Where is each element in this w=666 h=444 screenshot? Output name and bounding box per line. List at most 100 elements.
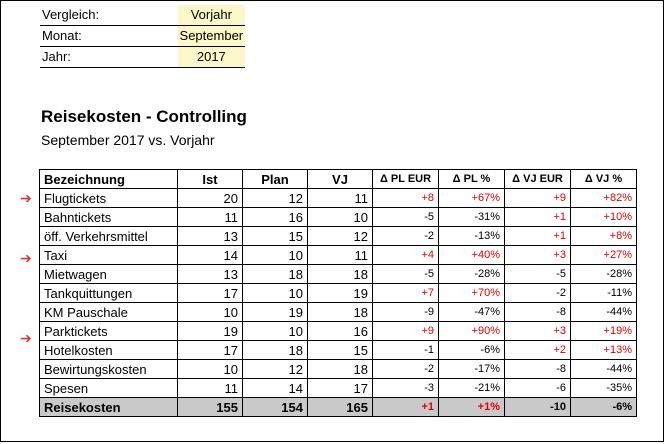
cell-dpl[interactable]: -9 <box>372 302 439 322</box>
cell-plan[interactable]: 12 <box>242 188 308 208</box>
cell-name[interactable]: Tankquittungen <box>39 283 178 303</box>
cell-name[interactable]: Spesen <box>39 378 178 398</box>
cell-dvjp[interactable]: -6% <box>570 397 637 417</box>
cell-vj[interactable]: 15 <box>307 340 373 360</box>
cell-vj[interactable]: 18 <box>307 302 373 322</box>
cell-dplp[interactable]: +1% <box>438 397 505 417</box>
cell-vj[interactable]: 18 <box>307 264 373 284</box>
cell-ist[interactable]: 17 <box>177 283 243 303</box>
cell-vj[interactable]: 12 <box>307 226 373 246</box>
cell-dplp[interactable]: -28% <box>438 264 505 284</box>
cell-name[interactable]: Flugtickets <box>39 188 178 208</box>
cell-dplp[interactable]: -47% <box>438 302 505 322</box>
cell-dplp[interactable]: -13% <box>438 226 505 246</box>
cell-ist[interactable]: 19 <box>177 321 243 341</box>
cell-ist[interactable]: 11 <box>177 378 243 398</box>
cell-dvjp[interactable]: +13% <box>570 340 637 360</box>
cell-plan[interactable]: 16 <box>242 207 308 227</box>
cell-ist[interactable]: 14 <box>177 245 243 265</box>
cell-dpl[interactable]: -2 <box>372 359 439 379</box>
cell-vj[interactable]: 11 <box>307 245 373 265</box>
cell-plan[interactable]: 15 <box>242 226 308 246</box>
cell-vj[interactable]: 19 <box>307 283 373 303</box>
cell-dvj[interactable]: +1 <box>504 207 571 227</box>
cell-ist[interactable]: 11 <box>177 207 243 227</box>
cell-ist[interactable]: 10 <box>177 359 243 379</box>
cell-dvj[interactable]: -2 <box>504 283 571 303</box>
cell-dvjp[interactable]: -35% <box>570 378 637 398</box>
cell-dplp[interactable]: +90% <box>438 321 505 341</box>
cell-ist[interactable]: 10 <box>177 302 243 322</box>
cell-dvjp[interactable]: +27% <box>570 245 637 265</box>
cell-name[interactable]: Bewirtungskosten <box>39 359 178 379</box>
cell-dvj[interactable]: -5 <box>504 264 571 284</box>
cell-ist[interactable]: 155 <box>177 397 243 417</box>
cell-dplp[interactable]: -6% <box>438 340 505 360</box>
cell-vj[interactable]: 16 <box>307 321 373 341</box>
cell-vj[interactable]: 11 <box>307 188 373 208</box>
cell-ist[interactable]: 13 <box>177 226 243 246</box>
cell-name[interactable]: Parktickets <box>39 321 178 341</box>
cell-plan[interactable]: 10 <box>242 245 308 265</box>
cell-plan[interactable]: 18 <box>242 340 308 360</box>
cell-dplp[interactable]: -31% <box>438 207 505 227</box>
cell-plan[interactable]: 10 <box>242 321 308 341</box>
cell-dvjp[interactable]: +19% <box>570 321 637 341</box>
param-jahr-input[interactable]: 2017 <box>177 47 245 67</box>
cell-dvj[interactable]: +9 <box>504 188 571 208</box>
cell-dplp[interactable]: +67% <box>438 188 505 208</box>
cell-dpl[interactable]: -1 <box>372 340 439 360</box>
cell-dplp[interactable]: +70% <box>438 283 505 303</box>
cell-plan[interactable]: 14 <box>242 378 308 398</box>
cell-vj[interactable]: 18 <box>307 359 373 379</box>
header-delta-pl-eur: Δ PL EUR <box>372 169 439 189</box>
cell-dpl[interactable]: +4 <box>372 245 439 265</box>
cell-dvj[interactable]: +2 <box>504 340 571 360</box>
cell-dvj[interactable]: -8 <box>504 302 571 322</box>
cell-plan[interactable]: 154 <box>242 397 308 417</box>
cell-name[interactable]: KM Pauschale <box>39 302 178 322</box>
param-vergleich-input[interactable]: Vorjahr <box>177 5 245 25</box>
cell-dvj[interactable]: +1 <box>504 226 571 246</box>
cell-name[interactable]: öff. Verkehrsmittel <box>39 226 178 246</box>
cell-dpl[interactable]: -5 <box>372 264 439 284</box>
cell-plan[interactable]: 18 <box>242 264 308 284</box>
cell-dvj[interactable]: +3 <box>504 321 571 341</box>
cell-dvjp[interactable]: +10% <box>570 207 637 227</box>
cell-dpl[interactable]: +8 <box>372 188 439 208</box>
cell-name[interactable]: Mietwagen <box>39 264 178 284</box>
cell-dpl[interactable]: -3 <box>372 378 439 398</box>
cell-name[interactable]: Taxi <box>39 245 178 265</box>
cell-name[interactable]: Hotelkosten <box>39 340 178 360</box>
cell-dvj[interactable]: -8 <box>504 359 571 379</box>
cell-vj[interactable]: 17 <box>307 378 373 398</box>
cell-dvjp[interactable]: +8% <box>570 226 637 246</box>
cell-vj[interactable]: 165 <box>307 397 373 417</box>
cell-dpl[interactable]: +1 <box>372 397 439 417</box>
cell-name[interactable]: Bahntickets <box>39 207 178 227</box>
cell-dvjp[interactable]: -44% <box>570 302 637 322</box>
cell-dvj[interactable]: -10 <box>504 397 571 417</box>
cell-ist[interactable]: 20 <box>177 188 243 208</box>
cell-vj[interactable]: 10 <box>307 207 373 227</box>
cell-dplp[interactable]: -21% <box>438 378 505 398</box>
cell-ist[interactable]: 13 <box>177 264 243 284</box>
cell-dvjp[interactable]: -28% <box>570 264 637 284</box>
param-monat-input[interactable]: September <box>177 26 245 46</box>
cell-plan[interactable]: 12 <box>242 359 308 379</box>
cell-dvjp[interactable]: -11% <box>570 283 637 303</box>
cell-dvjp[interactable]: +82% <box>570 188 637 208</box>
cell-dpl[interactable]: +9 <box>372 321 439 341</box>
cell-dvjp[interactable]: -44% <box>570 359 637 379</box>
cell-dvj[interactable]: -6 <box>504 378 571 398</box>
cell-plan[interactable]: 19 <box>242 302 308 322</box>
cell-dpl[interactable]: +7 <box>372 283 439 303</box>
cell-dplp[interactable]: +40% <box>438 245 505 265</box>
cell-dpl[interactable]: -2 <box>372 226 439 246</box>
cell-dvj[interactable]: +3 <box>504 245 571 265</box>
cell-ist[interactable]: 17 <box>177 340 243 360</box>
cell-plan[interactable]: 10 <box>242 283 308 303</box>
cell-dpl[interactable]: -5 <box>372 207 439 227</box>
cell-name[interactable]: Reisekosten <box>39 397 178 417</box>
cell-dplp[interactable]: -17% <box>438 359 505 379</box>
